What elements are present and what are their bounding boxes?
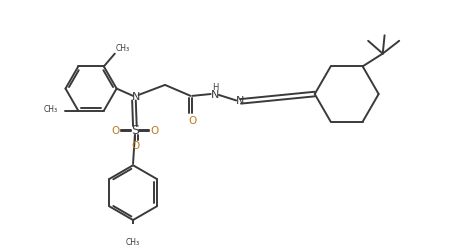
Text: N: N xyxy=(131,92,140,102)
Text: O: O xyxy=(131,141,140,151)
Text: CH₃: CH₃ xyxy=(126,238,140,245)
Text: CH₃: CH₃ xyxy=(116,44,130,53)
Text: O: O xyxy=(188,115,196,125)
Text: O: O xyxy=(150,125,158,135)
Text: O: O xyxy=(111,125,120,135)
Text: H: H xyxy=(212,83,218,92)
Text: N: N xyxy=(211,90,219,100)
Text: CH₃: CH₃ xyxy=(44,105,58,114)
Text: N: N xyxy=(235,96,243,106)
Text: S: S xyxy=(131,124,139,137)
